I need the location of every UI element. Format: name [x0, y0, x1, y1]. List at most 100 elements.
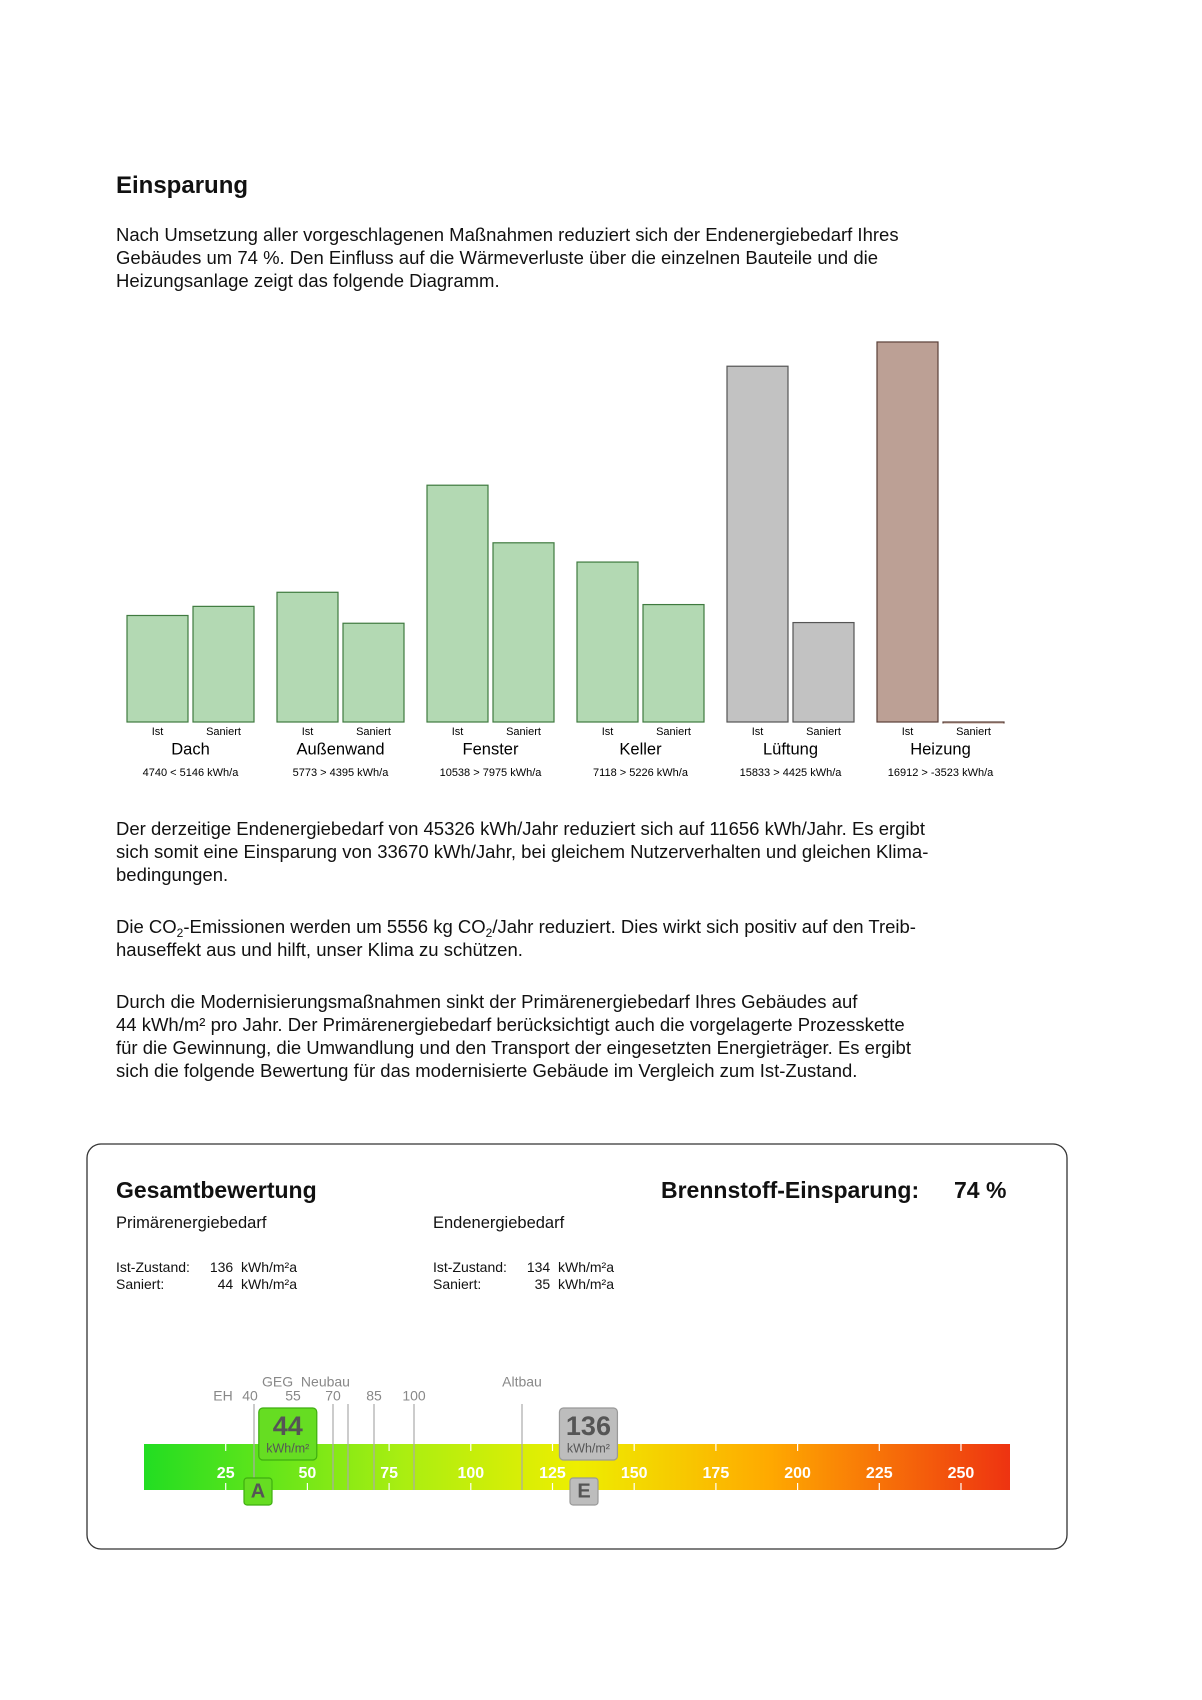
- series-label: Ist: [152, 726, 164, 738]
- bar: [726, 365, 789, 723]
- class-label: A: [251, 1480, 265, 1502]
- summary-label: 10538 > 7975 kWh/a: [440, 767, 543, 779]
- text-line: sich somit eine Einsparung von 33670 kWh…: [116, 841, 929, 862]
- text-line: Heizungsanlage zeigt das folgende Diagra…: [116, 270, 500, 291]
- text-line: Durch die Modernisierungsmaßnahmen sinkt…: [116, 991, 858, 1012]
- row-value: 134 kWh/m²a: [526, 1259, 614, 1275]
- series-label: Ist: [752, 726, 764, 738]
- text-line: Der derzeitige Endenergiebedarf von 4532…: [116, 818, 925, 839]
- saving-label: Brennstoff-Einsparung:: [661, 1177, 920, 1203]
- rating-box: [86, 1143, 1068, 1550]
- text-line: Gebäudes um 74 %. Den Einfluss auf die W…: [116, 247, 879, 268]
- series-label: Saniert: [656, 726, 691, 738]
- series-label: Saniert: [206, 726, 241, 738]
- category-label: Fenster: [463, 740, 519, 758]
- text-line: Die CO2-Emissionen werden um 5556 kg CO2…: [116, 915, 916, 940]
- reference-label: 40: [242, 1388, 258, 1404]
- tick-label: 75: [380, 1465, 398, 1482]
- series-label: Saniert: [356, 726, 391, 738]
- row-value: 44 kWh/m²a: [217, 1276, 297, 1292]
- category-label: Dach: [171, 740, 210, 758]
- pointer-unit: kWh/m²: [266, 1441, 309, 1455]
- tick-label: 225: [866, 1465, 893, 1482]
- series-label: Ist: [602, 726, 614, 738]
- primary-title: Primärenergiebedarf: [116, 1214, 267, 1232]
- tick-label: 25: [217, 1465, 235, 1482]
- reference-label: EH: [213, 1388, 232, 1404]
- paragraph: Die CO2-Emissionen werden um 5556 kg CO2…: [116, 915, 916, 961]
- series-label: Ist: [302, 726, 314, 738]
- reference-label: 70: [325, 1388, 341, 1404]
- reference-label: 55: [285, 1388, 301, 1404]
- reference-label: GEG Neubau: [262, 1374, 350, 1390]
- intro: Nach Umsetzung aller vorgeschlagenen Maß…: [116, 223, 899, 292]
- pointer-box: [258, 1407, 318, 1461]
- text-line: für die Gewinnung, die Umwandlung und de…: [116, 1037, 911, 1058]
- class-label: E: [577, 1480, 590, 1502]
- series-label: Saniert: [506, 726, 541, 738]
- row-value: 35 kWh/m²a: [534, 1276, 614, 1292]
- bar-group: [126, 341, 1005, 724]
- text: /Jahr reduziert. Dies wirkt sich positiv…: [492, 916, 916, 937]
- tick-label: 175: [703, 1465, 730, 1482]
- category-label: Außenwand: [296, 740, 384, 758]
- bar: [492, 542, 555, 723]
- bar: [276, 591, 339, 723]
- subscript: 2: [485, 926, 493, 940]
- tick-label: 200: [784, 1465, 811, 1482]
- text-line: 44 kWh/m² pro Jahr. Der Primärenergiebed…: [116, 1014, 905, 1035]
- text-line: hauseffekt aus und hilft, unser Klima zu…: [116, 939, 523, 960]
- tick-label: 125: [539, 1465, 566, 1482]
- summary-label: 7118 > 5226 kWh/a: [593, 767, 689, 779]
- tick-label: 50: [298, 1465, 316, 1482]
- heading: Einsparung: [116, 172, 249, 199]
- annotations: Ist Saniert Dach 4740 < 5146 kWh/a Ist Sanier…: [143, 726, 1010, 1506]
- text-line: sich die folgende Bewertung für das mode…: [116, 1060, 858, 1081]
- bar: [792, 621, 855, 723]
- row-value: 136 kWh/m²a: [209, 1259, 297, 1275]
- series-label: Ist: [902, 726, 914, 738]
- saving-value: 74 %: [954, 1177, 1007, 1203]
- tick-label: 100: [457, 1465, 484, 1482]
- class-box: [243, 1477, 273, 1506]
- reference-label: 100: [402, 1388, 426, 1404]
- rating-title: Gesamtbewertung: [116, 1177, 317, 1203]
- paragraph: Der derzeitige Endenergiebedarf von 4532…: [116, 817, 928, 886]
- row-label: Ist-Zustand:: [433, 1259, 507, 1275]
- tick-label: 150: [621, 1465, 648, 1482]
- row-label: Ist-Zustand:: [116, 1259, 190, 1275]
- tick-label: 250: [948, 1465, 975, 1482]
- bar: [642, 603, 705, 723]
- subscript: 2: [176, 926, 184, 940]
- pointer-value: 136: [566, 1411, 611, 1441]
- bar: [426, 484, 489, 723]
- final-title: Endenergiebedarf: [433, 1214, 565, 1232]
- summary-label: 5773 > 4395 kWh/a: [293, 767, 390, 779]
- bar: [192, 605, 255, 723]
- pointer-value: 44: [273, 1411, 303, 1441]
- text-line: Nach Umsetzung aller vorgeschlagenen Maß…: [116, 224, 899, 245]
- paragraph: Durch die Modernisierungsmaßnahmen sinkt…: [116, 990, 911, 1082]
- summary-label: 16912 > -3523 kWh/a: [888, 767, 994, 779]
- summary-label: 4740 < 5146 kWh/a: [143, 767, 240, 779]
- text-line: bedingungen.: [116, 864, 229, 885]
- series-label: Ist: [452, 726, 464, 738]
- category-label: Keller: [619, 740, 662, 758]
- series-label: Saniert: [806, 726, 841, 738]
- reference-label: Altbau: [502, 1374, 542, 1390]
- summary-label: 15833 > 4425 kWh/a: [740, 767, 843, 779]
- bar: [126, 614, 189, 723]
- pointer-box: [558, 1407, 619, 1461]
- series-label: Saniert: [956, 726, 991, 738]
- class-box: [569, 1477, 599, 1506]
- row-label: Saniert:: [116, 1276, 165, 1292]
- category-label: Heizung: [910, 740, 971, 758]
- category-label: Lüftung: [763, 740, 818, 758]
- text: -Emissionen werden um 5556 kg CO: [183, 916, 486, 937]
- text: Die CO: [116, 916, 177, 937]
- pointer-unit: kWh/m²: [567, 1441, 610, 1455]
- bar: [576, 561, 639, 723]
- reference-label: 85: [366, 1388, 382, 1404]
